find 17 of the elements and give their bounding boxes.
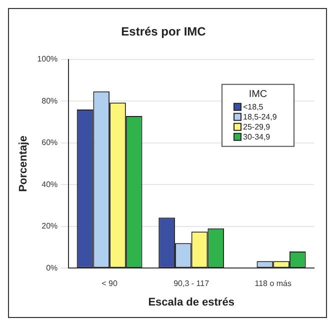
y-tick-label: 0%	[46, 263, 58, 272]
legend-title: IMC	[248, 89, 268, 100]
chart-title: Estrés por IMC	[121, 24, 206, 39]
y-tick-label: 100%	[37, 54, 58, 64]
legend-label: 25-29,9	[243, 122, 271, 132]
y-tick-label: 80%	[42, 96, 58, 106]
x-tick-label: 90,3 - 117	[174, 279, 210, 288]
legend-label: 30-34,9	[243, 132, 271, 142]
y-tick-label: 60%	[42, 138, 58, 148]
legend-label: <18,5	[243, 102, 264, 112]
x-axis-title: Escala de estrés	[148, 296, 234, 308]
y-tick-label: 20%	[42, 222, 58, 231]
x-tick-label: < 90	[102, 279, 118, 288]
y-tick-label: 40%	[42, 180, 58, 189]
legend-label: 18,5-24,9	[243, 112, 278, 122]
y-axis-title: Porcentaje	[18, 136, 30, 192]
x-tick-label: 118 o más	[254, 279, 292, 288]
